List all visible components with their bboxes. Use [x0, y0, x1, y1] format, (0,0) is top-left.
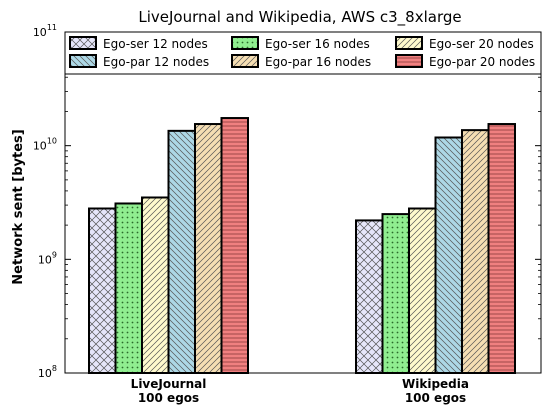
y-tick-label: 108 [38, 364, 57, 380]
legend: Ego-ser 12 nodes Ego-ser 16 nodes Ego-ser … [64, 31, 542, 75]
bar [167, 129, 196, 374]
legend-label: Ego-ser 20 nodes [429, 37, 534, 51]
bar [114, 202, 143, 374]
legend-swatch [69, 54, 97, 68]
legend-label: Ego-par 12 nodes [103, 55, 209, 69]
legend-swatch [231, 36, 259, 50]
x-tick-label: LiveJournal [131, 377, 207, 391]
legend-swatch [69, 36, 97, 50]
legend-label: Ego-ser 12 nodes [103, 37, 208, 51]
legend-swatch [395, 54, 423, 68]
bar [355, 219, 384, 374]
bar [194, 123, 223, 374]
x-tick-label: 100 egos [405, 391, 466, 405]
bar [408, 207, 437, 374]
bar [88, 207, 117, 374]
y-tick-label: 109 [38, 250, 57, 266]
bar [220, 117, 249, 375]
chart-title: LiveJournal and Wikipedia, AWS c3_8xlarg… [138, 8, 461, 27]
bar [141, 196, 170, 374]
legend-label: Ego-ser 16 nodes [265, 37, 370, 51]
bar [487, 123, 516, 374]
bar [381, 213, 410, 374]
legend-label: Ego-par 16 nodes [265, 55, 371, 69]
legend-label: Ego-par 20 nodes [429, 55, 535, 69]
legend-box [64, 31, 542, 75]
x-tick-label: Wikipedia [402, 377, 469, 391]
legend-swatch [231, 54, 259, 68]
legend-swatch [395, 36, 423, 50]
y-tick-label: 1010 [33, 137, 57, 153]
x-tick-label: 100 egos [138, 391, 199, 405]
bar [461, 129, 490, 374]
y-axis-label: Network sent [bytes] [11, 129, 26, 284]
bar [434, 136, 463, 374]
y-tick-label: 1011 [33, 23, 57, 39]
